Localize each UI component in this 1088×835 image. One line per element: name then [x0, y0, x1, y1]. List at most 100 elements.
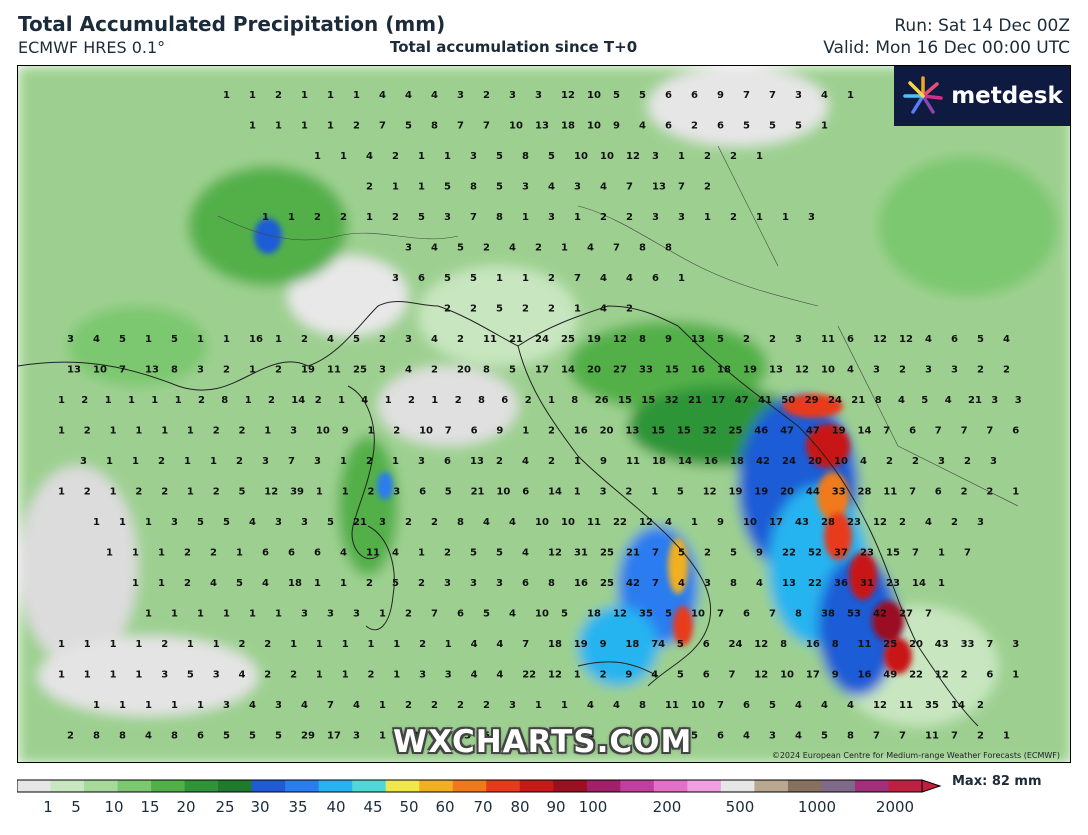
precip-value: 2	[626, 212, 633, 223]
precip-value: 1	[128, 395, 135, 406]
precip-value: 5	[223, 517, 230, 528]
precip-value: 8	[639, 334, 646, 345]
precip-value: 5	[691, 731, 698, 742]
precip-value: 1	[379, 731, 386, 742]
precip-value: 11	[925, 731, 939, 742]
precip-value: 9	[832, 670, 839, 681]
precip-value: 1	[522, 273, 529, 284]
precip-value: 5	[223, 731, 230, 742]
precip-value: 2	[340, 212, 347, 223]
precip-value: 5	[769, 700, 776, 711]
color-scale-segment	[720, 780, 755, 792]
precip-value: 2	[986, 487, 993, 498]
precip-value: 3	[405, 243, 412, 254]
precip-value: 1	[393, 670, 400, 681]
precip-value: 3	[470, 151, 477, 162]
precip-value: 1	[431, 395, 438, 406]
precip-value: 4	[821, 90, 828, 101]
precip-value: 1	[756, 212, 763, 223]
precip-value: 7	[986, 426, 993, 437]
precip-value: 4	[509, 609, 516, 620]
precip-value: 9	[717, 90, 724, 101]
precip-value: 2	[161, 487, 168, 498]
precip-value: 20	[457, 365, 471, 376]
model-label: ECMWF HRES 0.1°	[18, 38, 166, 57]
precip-value: 2	[483, 243, 490, 254]
precip-value: 17	[769, 517, 783, 528]
precip-value: 2	[392, 212, 399, 223]
precip-value: 9	[613, 121, 620, 132]
precip-value: 9	[717, 517, 724, 528]
precip-value: 2	[353, 121, 360, 132]
precip-value: 8	[470, 182, 477, 193]
precip-value: 7	[652, 548, 659, 559]
precip-value: 1	[314, 151, 321, 162]
precip-value: 15	[618, 395, 632, 406]
precip-value: 1	[418, 548, 425, 559]
precip-value: 13	[782, 578, 796, 589]
ecmwf-copyright: ©2024 European Centre for Medium-range W…	[771, 751, 1060, 760]
precip-value: 8	[875, 395, 882, 406]
precip-value: 6	[691, 90, 698, 101]
precip-value: 4	[821, 700, 828, 711]
precip-value: 7	[717, 700, 724, 711]
precip-value: 8	[795, 609, 802, 620]
precip-value: 3	[977, 517, 984, 528]
precip-value: 6	[703, 670, 710, 681]
precip-value: 10	[587, 121, 601, 132]
precip-value: 1	[197, 609, 204, 620]
precip-value: 35	[639, 609, 653, 620]
precip-value: 2	[161, 639, 168, 650]
color-scale-tick-label: 70	[473, 798, 493, 816]
precip-value: 6	[743, 700, 750, 711]
precip-value: 1	[301, 121, 308, 132]
color-scale-tick-label: 80	[510, 798, 530, 816]
precip-value: 1	[264, 426, 271, 437]
precip-value: 26	[595, 395, 609, 406]
precip-value: 4	[651, 670, 658, 681]
color-scale-segment	[84, 780, 119, 792]
precip-value: 15	[651, 426, 665, 437]
precipitation-map: 1 1 2 1 1 1 4 4 4 3 2 3 3 12 10 5 5 6 6 9 7 7 3 4 1 1 1 1 1 2 7 5 8 7 7 10 1…	[17, 65, 1071, 763]
precip-value: 2	[264, 670, 271, 681]
precip-value: 5	[457, 243, 464, 254]
precip-value: 5	[665, 609, 672, 620]
color-scale-segment	[285, 780, 320, 792]
precip-value: 17	[711, 395, 725, 406]
precip-value: 12	[613, 609, 627, 620]
precip-value: 10	[561, 517, 575, 528]
precip-value: 8	[665, 243, 672, 254]
precip-value: 21	[688, 395, 702, 406]
precip-value: 5	[197, 517, 204, 528]
precip-value: 6	[262, 548, 269, 559]
precip-value: 3	[1012, 639, 1019, 650]
precip-value: 1	[561, 731, 568, 742]
color-scale-labels: 1 5 10 15 20 25 30 35 40 45 50 60 70 80 90 100 200 500 100…	[17, 798, 942, 818]
precip-value: 2	[625, 487, 632, 498]
precip-value: 3	[67, 334, 74, 345]
precip-value: 27	[899, 609, 913, 620]
precip-value: 1	[93, 700, 100, 711]
precip-value: 6	[471, 426, 478, 437]
precip-value: 2	[483, 90, 490, 101]
precip-value: 2	[184, 548, 191, 559]
color-scale-tick-label: 100	[578, 798, 608, 816]
precip-value: 3	[393, 487, 400, 498]
precip-value: 1	[171, 700, 178, 711]
precip-value: 2	[535, 243, 542, 254]
precip-value: 24	[729, 639, 743, 650]
precip-value: 8	[496, 212, 503, 223]
precip-value: 8	[847, 731, 854, 742]
precip-value: 1	[691, 517, 698, 528]
precip-value: 1	[106, 548, 113, 559]
precip-value: 2	[301, 334, 308, 345]
precip-value: 4	[431, 334, 438, 345]
precip-value: 2	[444, 304, 451, 315]
color-scale-segment	[553, 780, 588, 792]
precip-value: 39	[290, 487, 304, 498]
precip-value: 3	[314, 456, 321, 467]
precip-value: 8	[171, 365, 178, 376]
precip-value: 1	[119, 700, 126, 711]
precip-value: 2	[977, 365, 984, 376]
precip-value: 7	[327, 700, 334, 711]
